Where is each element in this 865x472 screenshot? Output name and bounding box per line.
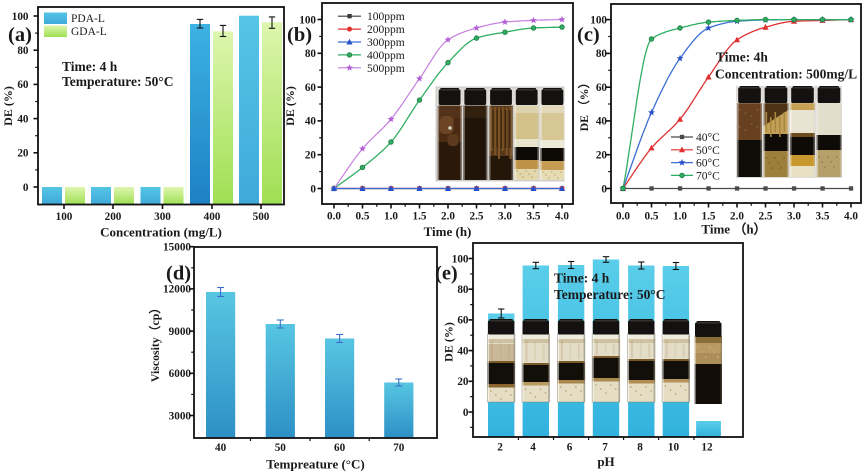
svg-text:12000: 12000 bbox=[163, 284, 191, 296]
svg-text:1.5: 1.5 bbox=[413, 211, 427, 223]
svg-text:50°C: 50°C bbox=[696, 145, 720, 157]
svg-text:2.5: 2.5 bbox=[470, 211, 484, 223]
svg-text:400ppm: 400ppm bbox=[367, 50, 405, 62]
svg-text:DE (%): DE (%) bbox=[283, 86, 297, 126]
svg-text:6000: 6000 bbox=[169, 368, 192, 380]
svg-text:80: 80 bbox=[457, 284, 469, 296]
svg-text:200: 200 bbox=[105, 211, 122, 223]
svg-text:20: 20 bbox=[305, 150, 317, 162]
svg-text:40°C: 40°C bbox=[696, 132, 720, 144]
svg-text:70°C: 70°C bbox=[696, 170, 720, 182]
svg-text:(b): (b) bbox=[287, 24, 312, 46]
svg-text:DE （%）: DE （%） bbox=[577, 77, 591, 132]
svg-text:2.0: 2.0 bbox=[730, 211, 744, 223]
svg-text:60: 60 bbox=[305, 82, 317, 94]
svg-text:(d): (d) bbox=[166, 263, 191, 285]
svg-text:Temperature: 50°C: Temperature: 50°C bbox=[554, 287, 666, 302]
svg-text:300: 300 bbox=[154, 211, 171, 223]
svg-text:1.0: 1.0 bbox=[673, 211, 687, 223]
svg-text:8: 8 bbox=[637, 442, 643, 454]
svg-text:40: 40 bbox=[457, 345, 469, 357]
svg-text:Tempreature (°C): Tempreature (°C) bbox=[266, 457, 364, 472]
svg-text:4: 4 bbox=[530, 442, 536, 454]
svg-text:GDA-L: GDA-L bbox=[71, 26, 107, 38]
svg-text:DE (%): DE (%) bbox=[1, 86, 15, 126]
svg-text:2.5: 2.5 bbox=[759, 211, 773, 223]
svg-text:40: 40 bbox=[215, 442, 227, 454]
svg-text:80: 80 bbox=[17, 45, 29, 57]
svg-text:40: 40 bbox=[305, 116, 317, 128]
svg-text:4.0: 4.0 bbox=[844, 211, 858, 223]
svg-text:80: 80 bbox=[305, 48, 317, 60]
svg-text:60: 60 bbox=[457, 315, 469, 327]
svg-text:(a): (a) bbox=[8, 24, 32, 46]
svg-text:60: 60 bbox=[334, 442, 346, 454]
svg-text:2: 2 bbox=[497, 442, 503, 454]
svg-text:20: 20 bbox=[457, 376, 469, 388]
svg-text:4.0: 4.0 bbox=[555, 211, 569, 223]
svg-text:500: 500 bbox=[253, 211, 270, 223]
svg-text:Concentration (mg/L): Concentration (mg/L) bbox=[100, 225, 222, 240]
svg-text:1.5: 1.5 bbox=[702, 211, 716, 223]
svg-text:500ppm: 500ppm bbox=[367, 63, 405, 75]
svg-text:300ppm: 300ppm bbox=[367, 37, 405, 49]
svg-text:3.5: 3.5 bbox=[527, 211, 541, 223]
svg-text:0.0: 0.0 bbox=[616, 211, 630, 223]
svg-text:Temperature: 50°C: Temperature: 50°C bbox=[62, 74, 174, 89]
svg-text:Time: 4 h: Time: 4 h bbox=[62, 59, 118, 74]
svg-text:100: 100 bbox=[12, 11, 29, 23]
svg-text:400: 400 bbox=[204, 211, 221, 223]
svg-text:9000: 9000 bbox=[169, 326, 192, 338]
svg-text:0: 0 bbox=[310, 183, 316, 195]
svg-text:70: 70 bbox=[393, 442, 405, 454]
svg-text:0: 0 bbox=[601, 183, 607, 195]
svg-text:60°C: 60°C bbox=[696, 158, 720, 170]
svg-text:Time (h): Time (h) bbox=[424, 224, 472, 239]
svg-text:0.5: 0.5 bbox=[356, 211, 370, 223]
svg-text:pH: pH bbox=[597, 454, 614, 469]
svg-text:100: 100 bbox=[452, 253, 469, 265]
svg-text:(c): (c) bbox=[577, 24, 600, 46]
svg-text:10: 10 bbox=[668, 442, 680, 454]
svg-text:DE (%): DE (%) bbox=[442, 322, 456, 362]
svg-text:0: 0 bbox=[23, 182, 29, 194]
svg-text:Concentration: 500mg/L: Concentration: 500mg/L bbox=[715, 67, 857, 82]
svg-text:100: 100 bbox=[299, 14, 316, 26]
svg-text:Time: 4h: Time: 4h bbox=[716, 50, 768, 65]
svg-text:Viscosity（cp）: Viscosity（cp） bbox=[148, 302, 162, 382]
svg-text:0.5: 0.5 bbox=[645, 211, 659, 223]
svg-text:0.0: 0.0 bbox=[327, 211, 341, 223]
svg-text:100: 100 bbox=[56, 211, 73, 223]
svg-text:3.0: 3.0 bbox=[498, 211, 512, 223]
svg-text:40: 40 bbox=[17, 113, 29, 125]
svg-text:12: 12 bbox=[701, 442, 713, 454]
svg-text:(e): (e) bbox=[435, 263, 458, 285]
svg-text:2.0: 2.0 bbox=[441, 211, 455, 223]
svg-text:3000: 3000 bbox=[169, 410, 192, 422]
svg-text:60: 60 bbox=[17, 79, 29, 91]
svg-text:50: 50 bbox=[275, 442, 287, 454]
svg-text:1.0: 1.0 bbox=[384, 211, 398, 223]
svg-text:20: 20 bbox=[17, 148, 29, 160]
svg-text:7: 7 bbox=[602, 442, 608, 454]
svg-text:100ppm: 100ppm bbox=[367, 11, 405, 23]
svg-text:Time: 4 h: Time: 4 h bbox=[554, 271, 610, 286]
svg-text:6: 6 bbox=[567, 442, 573, 454]
svg-text:60: 60 bbox=[596, 82, 608, 94]
svg-text:3.0: 3.0 bbox=[787, 211, 801, 223]
svg-text:Time （h）: Time （h） bbox=[701, 222, 766, 237]
svg-text:200ppm: 200ppm bbox=[367, 24, 405, 36]
svg-text:3.5: 3.5 bbox=[816, 211, 830, 223]
svg-text:PDA-L: PDA-L bbox=[71, 13, 105, 25]
svg-text:100: 100 bbox=[590, 14, 607, 26]
svg-text:20: 20 bbox=[596, 150, 608, 162]
svg-text:40: 40 bbox=[596, 116, 608, 128]
svg-text:80: 80 bbox=[596, 48, 608, 60]
svg-text:0: 0 bbox=[463, 407, 469, 419]
svg-text:15000: 15000 bbox=[163, 242, 191, 254]
